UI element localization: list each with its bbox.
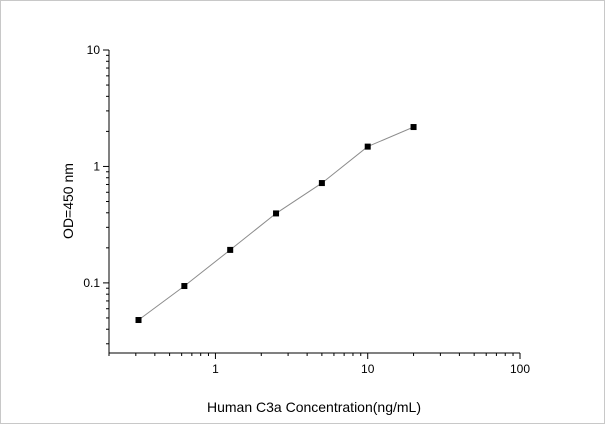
- data-point: [318, 180, 325, 187]
- x-tick-label: 1: [212, 362, 219, 376]
- data-point: [181, 283, 188, 290]
- x-tick-label: 100: [510, 362, 530, 376]
- data-point: [273, 210, 280, 217]
- x-ticks: 1 10 100: [108, 353, 530, 376]
- data-point: [227, 246, 234, 253]
- y-ticks: 0.1 1 10: [83, 43, 109, 345]
- series-line: [138, 126, 414, 321]
- axes: [108, 50, 520, 354]
- data-point: [364, 143, 371, 150]
- x-axis-title: Human C3a Concentration(ng/mL): [207, 399, 421, 415]
- y-tick-label: 0.1: [83, 276, 100, 290]
- y-axis-title: OD=450 nm: [60, 163, 76, 239]
- x-tick-label: 10: [361, 362, 375, 376]
- data-point: [410, 124, 417, 131]
- series-layer: [135, 124, 417, 324]
- y-tick-label: 1: [93, 159, 100, 173]
- y-tick-label: 10: [87, 43, 101, 57]
- data-point: [135, 317, 142, 324]
